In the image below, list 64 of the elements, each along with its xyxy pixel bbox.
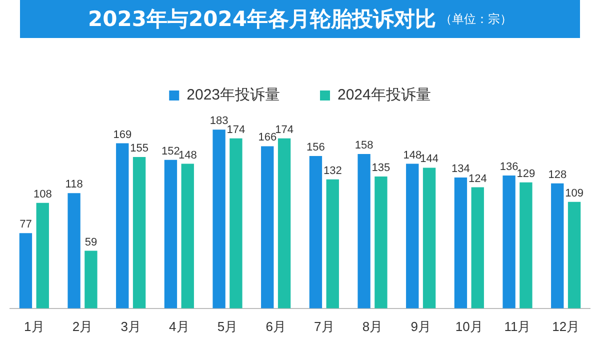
- x-tick-label: 1月: [24, 318, 44, 334]
- legend-label: 2024年投诉量: [338, 86, 431, 104]
- x-tick-label: 3月: [120, 318, 141, 334]
- data-label: 169: [113, 128, 132, 141]
- data-label: 59: [84, 236, 98, 248]
- bar: [132, 156, 146, 308]
- x-tick-label: 5月: [217, 318, 238, 334]
- data-label: 174: [226, 124, 246, 136]
- x-tick-label: 4月: [169, 318, 190, 334]
- data-label: 108: [33, 188, 52, 200]
- bar: [502, 176, 516, 308]
- bar: [181, 164, 194, 308]
- bar: [36, 202, 49, 308]
- data-label: 148: [403, 149, 422, 162]
- bar: [568, 202, 581, 308]
- bar: [230, 138, 242, 308]
- bar: [164, 160, 178, 308]
- data-label: 174: [275, 124, 294, 136]
- data-label: 134: [452, 163, 470, 176]
- data-label: 124: [468, 172, 487, 185]
- chart-title: 2023年与2024年各月轮胎投诉对比: [88, 6, 436, 33]
- data-label: 135: [372, 162, 390, 174]
- bar: [422, 168, 436, 308]
- bar: [471, 187, 484, 308]
- x-tick-label: 8月: [362, 318, 383, 334]
- data-label: 128: [548, 168, 567, 181]
- x-tick-label: 6月: [266, 318, 286, 334]
- bar: [454, 177, 468, 308]
- bar: [326, 179, 339, 308]
- bar: [261, 146, 274, 308]
- legend-label: 2023年投诉量: [186, 86, 280, 104]
- data-label: 155: [130, 142, 148, 154]
- data-label: 156: [306, 142, 325, 154]
- bar: [116, 143, 129, 308]
- bar: [212, 130, 226, 308]
- bar: [309, 156, 322, 308]
- data-label: 132: [323, 164, 342, 177]
- bar: [278, 138, 291, 308]
- x-tick-label: 12月: [552, 318, 580, 334]
- data-label: 152: [162, 145, 180, 158]
- bar: [68, 193, 80, 308]
- bar: [358, 154, 370, 308]
- data-label: 136: [500, 161, 518, 174]
- data-label: 144: [420, 153, 438, 166]
- bar: [374, 176, 388, 308]
- bar: [520, 182, 532, 308]
- chart-subtitle: （单位：宗）: [440, 10, 512, 28]
- bar: [551, 183, 564, 308]
- data-label: 158: [354, 140, 374, 152]
- data-label: 148: [178, 149, 197, 162]
- bar: [84, 250, 98, 308]
- data-label: 183: [210, 115, 228, 128]
- x-tick-label: 7月: [314, 318, 334, 334]
- data-label: 77: [20, 218, 32, 231]
- bar: [19, 233, 32, 308]
- x-tick-label: 9月: [410, 318, 431, 334]
- data-label: 118: [65, 178, 83, 191]
- bar: [406, 164, 419, 308]
- data-label: 129: [516, 168, 536, 180]
- x-tick-label: 11月: [504, 318, 531, 334]
- x-tick-label: 10月: [455, 318, 483, 334]
- data-label: 109: [565, 187, 584, 200]
- x-tick-label: 2月: [72, 318, 93, 334]
- data-label: 166: [258, 132, 277, 144]
